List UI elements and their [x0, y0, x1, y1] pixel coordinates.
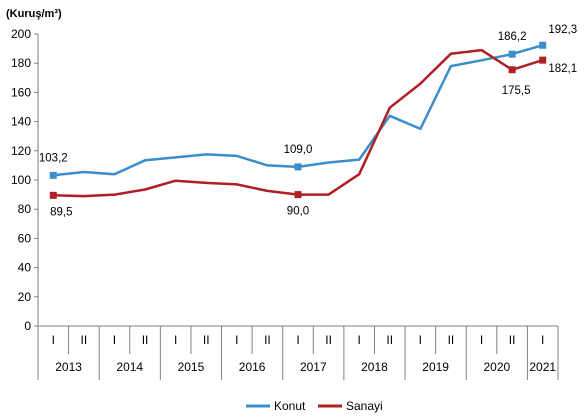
- data-label-konut: 109,0: [284, 144, 313, 156]
- y-tick-label: 20: [18, 290, 32, 304]
- y-tick-label: 100: [11, 173, 31, 187]
- x-half-label: II: [203, 333, 210, 347]
- x-half-label: I: [419, 333, 422, 347]
- x-year-label: 2014: [116, 360, 143, 374]
- data-label-sanayi: 90,0: [287, 206, 309, 218]
- y-tick-label: 200: [11, 27, 31, 41]
- x-half-label: I: [480, 333, 483, 347]
- y-tick-label: 80: [18, 202, 32, 216]
- data-point-konut: [539, 41, 547, 49]
- x-year-label: 2018: [361, 360, 388, 374]
- x-half-label: I: [358, 333, 361, 347]
- data-label-konut: 186,2: [498, 31, 527, 43]
- legend-label-konut: Konut: [274, 399, 306, 413]
- y-axis-unit-label: (Kuruş/m³): [6, 8, 62, 20]
- x-year-label: 2013: [55, 360, 82, 374]
- x-half-label: II: [448, 333, 455, 347]
- y-tick-label: 40: [18, 261, 32, 275]
- data-label-sanayi: 175,5: [502, 85, 531, 97]
- data-label-sanayi: 89,5: [50, 206, 72, 218]
- data-point-sanayi: [294, 191, 302, 199]
- legend: Konut Sanayi: [246, 399, 383, 413]
- x-year-label: 2017: [300, 360, 327, 374]
- x-half-label: I: [541, 333, 544, 347]
- data-label-konut: 103,2: [39, 152, 68, 164]
- data-point-konut: [508, 50, 516, 58]
- x-half-label: II: [81, 333, 88, 347]
- y-tick-label: 60: [18, 231, 32, 245]
- data-point-konut: [294, 163, 302, 171]
- y-tick-label: 140: [11, 115, 31, 129]
- data-label-sanayi: 182,1: [548, 63, 577, 75]
- x-year-label: 2016: [239, 360, 266, 374]
- y-tick-label: 160: [11, 85, 31, 99]
- x-half-label: I: [296, 333, 299, 347]
- x-year-label: 2015: [178, 360, 205, 374]
- legend-label-sanayi: Sanayi: [346, 399, 383, 413]
- x-year-label: 2021: [529, 360, 556, 374]
- x-half-label: II: [264, 333, 271, 347]
- x-half-label: II: [386, 333, 393, 347]
- data-point-konut: [49, 171, 57, 179]
- data-label-konut: 192,3: [548, 24, 577, 36]
- x-half-label: II: [142, 333, 149, 347]
- x-half-label: I: [235, 333, 238, 347]
- y-tick-label: 120: [11, 144, 31, 158]
- y-tick-label: 180: [11, 56, 31, 70]
- x-half-label: I: [174, 333, 177, 347]
- series-layer: [49, 41, 547, 199]
- data-point-sanayi: [49, 191, 57, 199]
- series-line-sanayi: [53, 48, 544, 198]
- x-half-label: I: [113, 333, 116, 347]
- x-half-label: II: [325, 333, 332, 347]
- x-half-label: I: [52, 333, 55, 347]
- y-tick-label: 0: [24, 319, 31, 333]
- x-half-label: II: [509, 333, 516, 347]
- x-year-label: 2019: [422, 360, 449, 374]
- data-point-sanayi: [508, 66, 516, 74]
- data-labels: 103,2 109,0 186,2 192,3 89,5 90,0 175,5 182,1: [39, 24, 577, 218]
- x-year-label: 2020: [483, 360, 510, 374]
- data-point-sanayi: [539, 56, 547, 64]
